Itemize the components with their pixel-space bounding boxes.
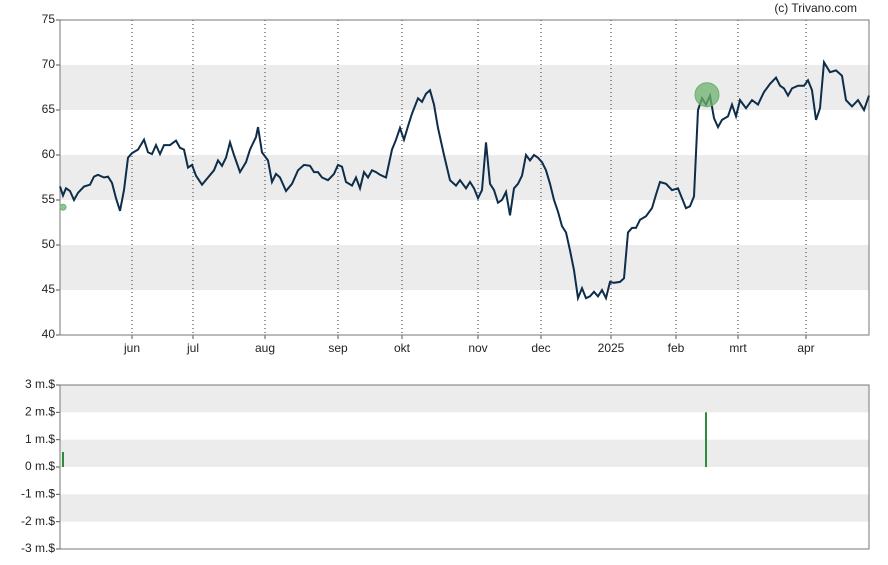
x-tick-label: feb xyxy=(668,341,685,355)
grid-band xyxy=(60,439,869,467)
plot-border xyxy=(59,19,870,336)
x-tick-label: dec xyxy=(531,341,550,355)
y-tick-label: 60 xyxy=(42,147,56,161)
y-tick-label: 55 xyxy=(42,192,56,206)
y-tick-label: -1 m.$ xyxy=(21,487,55,501)
y-tick-label: 50 xyxy=(42,237,56,251)
x-tick-label: nov xyxy=(468,341,487,355)
x-tick-label: mrt xyxy=(729,341,747,355)
grid-band xyxy=(60,245,869,290)
y-tick-label: 75 xyxy=(42,12,56,26)
grid-band xyxy=(60,155,869,200)
y-tick-label: 2 m.$ xyxy=(25,405,55,419)
event-marker xyxy=(59,203,67,211)
x-tick-label: 2025 xyxy=(598,341,625,355)
credit: (c) Trivano.com xyxy=(774,1,857,15)
y-tick-label: 65 xyxy=(42,102,56,116)
grid-band xyxy=(60,494,869,522)
x-tick-label: jul xyxy=(186,341,199,355)
x-tick-label: okt xyxy=(394,341,411,355)
y-tick-label: -2 m.$ xyxy=(21,514,55,528)
event-marker xyxy=(694,82,720,108)
price-line xyxy=(59,59,870,302)
plot-border xyxy=(59,384,870,550)
y-tick-label: 70 xyxy=(42,57,56,71)
bar xyxy=(705,412,707,467)
y-tick-label: -3 m.$ xyxy=(21,541,55,555)
x-tick-label: jun xyxy=(123,341,140,355)
y-tick-label: 45 xyxy=(42,282,56,296)
y-tick-label: 1 m.$ xyxy=(25,432,55,446)
x-tick-label: apr xyxy=(797,341,814,355)
x-tick-label: sep xyxy=(328,341,348,355)
grid-band xyxy=(60,65,869,110)
y-tick-label: 40 xyxy=(42,327,56,341)
y-tick-label: 3 m.$ xyxy=(25,377,55,391)
x-tick-label: aug xyxy=(255,341,275,355)
y-tick-label: 0 m.$ xyxy=(25,459,55,473)
bar xyxy=(62,451,64,467)
grid-band xyxy=(60,385,869,413)
